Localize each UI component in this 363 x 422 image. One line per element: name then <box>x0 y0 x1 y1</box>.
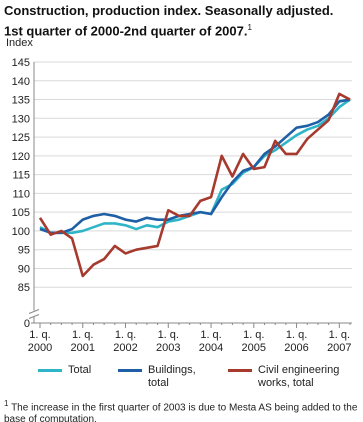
title-block: Construction, production index. Seasonal… <box>4 2 360 39</box>
x-tick-label: 1. q. 2004 <box>199 329 223 354</box>
x-tick-label: 1. q. 2003 <box>156 329 180 354</box>
legend-item: Buildings, total <box>118 364 218 390</box>
chart-title: Construction, production index. Seasonal… <box>4 3 334 18</box>
y-tick-label: 125 <box>12 132 30 144</box>
footnote: 1 The increase in the first quarter of 2… <box>4 398 360 422</box>
legend-swatch <box>118 369 142 372</box>
series-line <box>38 92 351 278</box>
y-tick-label: 130 <box>12 113 30 125</box>
y-tick-label: 85 <box>18 282 30 294</box>
y-tick-label: 110 <box>12 188 30 200</box>
note-marker: 1 <box>247 23 252 32</box>
y-tick-label: 115 <box>12 170 30 182</box>
x-tick-label: 1. q. 2001 <box>71 329 95 354</box>
legend-item: Civil engineering works, total <box>228 364 353 390</box>
chart-subtitle: 1st quarter of 2000-2nd quarter of 2007. <box>4 23 248 39</box>
x-tick-label: 1. q. 2002 <box>113 329 137 354</box>
y-tick-label: 95 <box>18 245 30 257</box>
series-line <box>39 98 351 235</box>
x-tick-label: 1. q. 2007 <box>327 329 351 354</box>
y-tick-label: 100 <box>12 226 30 238</box>
y-tick-label: 120 <box>12 151 30 163</box>
y-tick-label: 135 <box>12 95 30 107</box>
y-tick-label: 140 <box>12 76 30 88</box>
x-tick-label: 1. q. 2006 <box>284 329 308 354</box>
footnote-marker: 1 <box>4 399 9 408</box>
legend-label: Buildings, total <box>148 364 196 389</box>
chart: Index 0 85 90 95 100 105 110 115 120 125 130 135 140… <box>6 37 352 354</box>
legend-label: Civil engineering works, total <box>258 364 340 389</box>
legend: Total Buildings, total Civil engineering w… <box>0 362 363 398</box>
axis-break-gap <box>29 310 39 317</box>
y-tick-label: 105 <box>12 207 30 219</box>
legend-swatch <box>38 369 62 372</box>
legend-item: Total <box>38 364 138 377</box>
legend-swatch <box>228 369 252 372</box>
y-axis-label: Index <box>6 37 33 49</box>
footnote-text: The increase in the first quarter of 200… <box>4 402 358 422</box>
y-tick-label: 0 <box>24 318 30 330</box>
x-tick-label: 1. q. 2005 <box>242 329 266 354</box>
y-tick-label: 145 <box>12 57 30 69</box>
y-tick-label: 90 <box>18 263 30 275</box>
axis-break <box>28 309 40 319</box>
legend-label: Total <box>68 364 92 376</box>
x-tick-label: 1. q. 2000 <box>28 329 52 354</box>
